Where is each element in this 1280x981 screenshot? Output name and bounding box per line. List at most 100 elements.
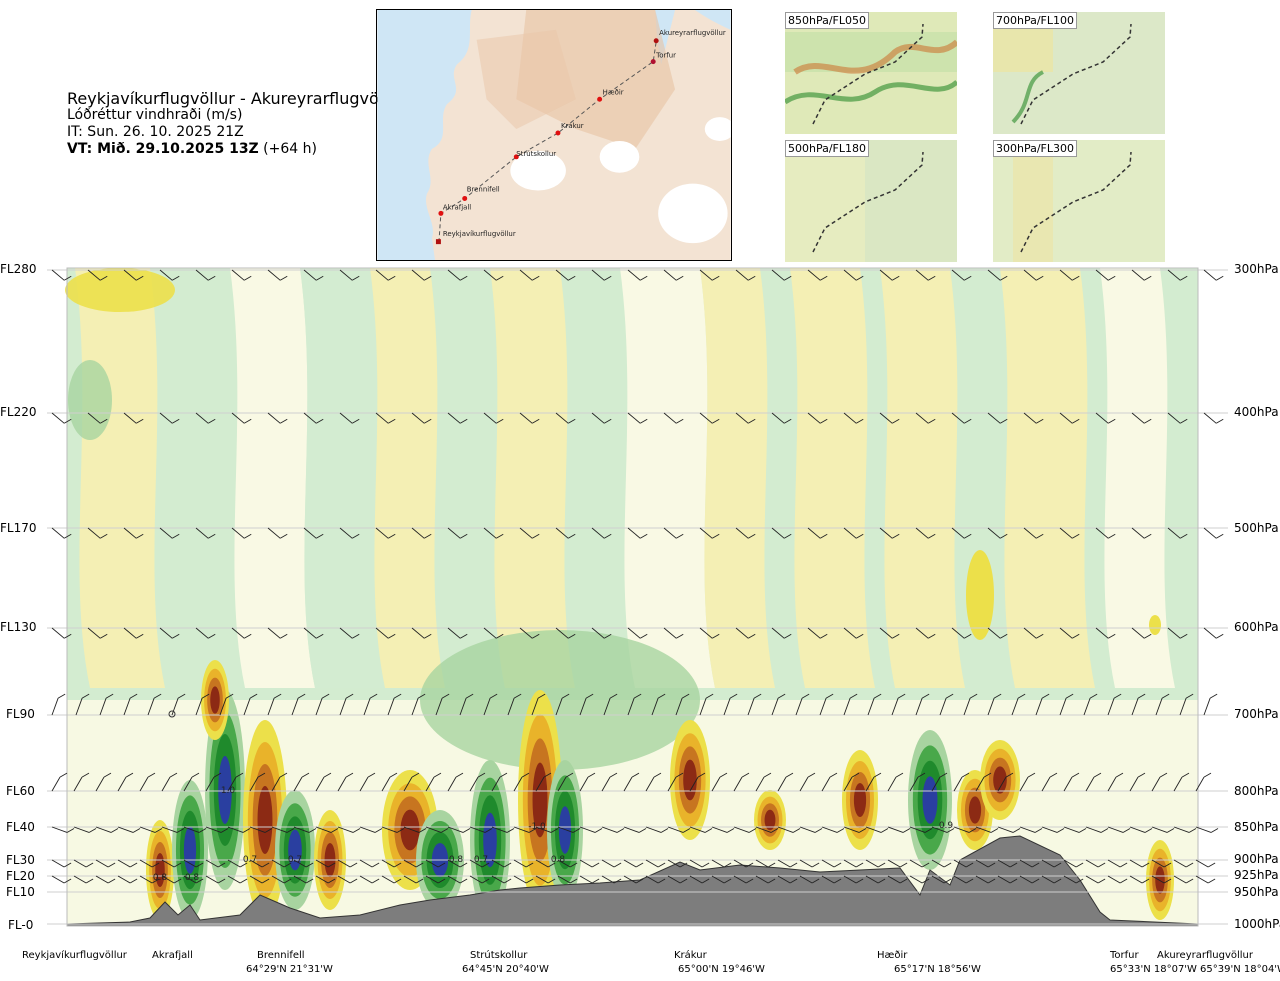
barb-4-32-flag (825, 693, 834, 699)
barb-7-40 (931, 859, 945, 868)
thumbnail-850hpa[interactable]: 850hPa/FL050 (783, 12, 960, 134)
barb-3-7-flag (316, 633, 324, 639)
barb-1-30 (1131, 412, 1145, 424)
barb-5-28 (667, 776, 677, 792)
fl-label-280: FL280 (0, 262, 37, 276)
barb-2-0-flag (64, 533, 72, 539)
map-label-akrafjall: Akrafjall (443, 203, 471, 211)
barb-7-1-flag (85, 862, 94, 868)
barb-1-2 (123, 412, 137, 424)
barb-5-15-flag (389, 772, 398, 778)
barb-2-22-flag (856, 533, 864, 539)
barb-1-4 (195, 412, 209, 424)
barb-8-22 (535, 875, 549, 884)
barb-4-43-flag (1089, 693, 1098, 699)
barb-4-12-flag (345, 693, 354, 699)
barb-2-13-flag (532, 533, 540, 539)
barb-3-7 (303, 627, 317, 639)
barb-1-0 (51, 412, 65, 424)
barb-5-2 (95, 776, 105, 792)
value-label-1: 0.8 (185, 873, 200, 883)
barb-6-12 (315, 826, 332, 833)
barb-5-13 (337, 776, 347, 792)
barb-4-7-flag (225, 693, 234, 699)
barb-7-8-flag (239, 862, 248, 868)
barb-0-0 (51, 269, 65, 281)
barb-7-35-flag (833, 862, 842, 868)
barb-7-8 (227, 859, 241, 868)
thumbnail-500hpa-field (785, 140, 957, 262)
field-mid-updraft (966, 550, 994, 640)
barb-7-42-flag (987, 862, 996, 868)
barb-6-10 (271, 826, 288, 833)
map-waypoint-brennifell (462, 196, 468, 201)
barb-6-11 (293, 826, 310, 833)
barb-7-45 (1041, 859, 1055, 868)
barb-8-36-flag (855, 878, 864, 884)
barb-7-29 (689, 859, 703, 868)
barb-6-5-flag (176, 828, 185, 833)
barb-3-2-flag (136, 633, 144, 639)
barb-4-47 (1179, 697, 1187, 716)
barb-0-11 (447, 269, 461, 281)
barb-4-3 (123, 697, 131, 716)
fl-label-90: FL90 (6, 707, 35, 721)
pressure-label-600: 600hPa (1234, 620, 1279, 634)
barb-8-40-flag (943, 878, 952, 884)
barb-6-17 (425, 826, 442, 833)
barb-6-31 (733, 826, 750, 833)
map-label-strutskollur: Strútskollur (516, 150, 556, 158)
barb-4-26-flag (681, 693, 690, 699)
barb-8-5 (161, 875, 175, 884)
barb-3-10-flag (424, 633, 432, 639)
barb-7-4 (139, 859, 153, 868)
barb-7-25 (601, 859, 615, 868)
barb-0-26-flag (1000, 275, 1008, 281)
barb-0-2 (123, 269, 137, 281)
barb-1-20 (771, 412, 785, 424)
barb-1-21 (807, 412, 821, 424)
barb-6-41-flag (968, 828, 977, 833)
map-waypoint-krakur (555, 130, 561, 136)
barb-2-24 (915, 527, 929, 539)
barb-1-12 (483, 412, 497, 424)
barb-4-4 (147, 697, 155, 716)
thumbnail-300hpa[interactable]: 300hPa/FL300 (993, 140, 1165, 262)
barb-1-25-flag (964, 418, 972, 424)
barb-4-41 (1035, 697, 1043, 716)
barb-5-24 (579, 776, 589, 792)
barb-3-8 (339, 627, 353, 639)
thumbnail-700hpa[interactable]: 700hPa/FL100 (993, 12, 1165, 134)
barb-8-49 (1129, 875, 1143, 884)
barb-0-10-flag (424, 275, 432, 281)
barb-0-12-flag (496, 275, 504, 281)
barb-5-28-flag (675, 772, 684, 778)
location-akureyri-coord: 65°39'N 18°04'W (1200, 964, 1280, 975)
barb-6-22 (535, 826, 552, 833)
barb-6-38 (887, 826, 904, 833)
barb-8-4 (139, 875, 153, 884)
barb-5-48 (1107, 776, 1117, 792)
barb-5-44 (1019, 776, 1029, 792)
barb-5-32 (755, 776, 765, 792)
barb-8-0-flag (63, 878, 72, 884)
pressure-label-1000: 1000hPa (1234, 917, 1280, 931)
barb-3-27 (1023, 627, 1037, 639)
barb-4-23 (603, 697, 611, 716)
barb-6-14 (359, 826, 376, 833)
barb-2-21 (807, 527, 821, 539)
barb-5-44-flag (1027, 772, 1036, 778)
barb-7-12 (315, 859, 329, 868)
barb-7-27-flag (657, 862, 666, 868)
barb-1-29-flag (1108, 418, 1116, 424)
barb-4-37-flag (945, 693, 954, 699)
barb-2-32-flag (1216, 533, 1224, 539)
fl-label-220: FL220 (0, 405, 37, 419)
barb-6-36-flag (858, 828, 867, 833)
barb-1-7 (303, 412, 317, 424)
barb-6-30-flag (726, 828, 735, 833)
thumbnail-500hpa[interactable]: 500hPa/FL180 (785, 140, 957, 262)
barb-4-36-flag (921, 693, 930, 699)
barb-6-1 (73, 826, 90, 833)
barb-5-36-flag (851, 772, 860, 778)
